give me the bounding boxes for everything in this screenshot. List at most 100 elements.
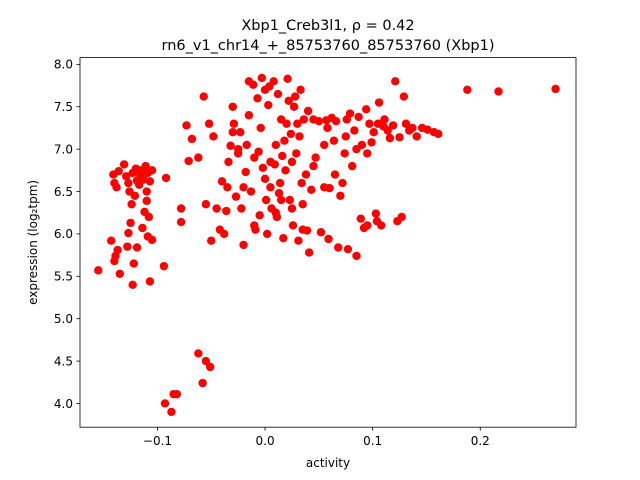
data-point bbox=[107, 236, 116, 245]
data-point bbox=[122, 172, 131, 181]
data-point bbox=[271, 208, 281, 217]
data-point bbox=[281, 166, 290, 175]
data-point bbox=[463, 85, 472, 95]
data-point bbox=[266, 183, 275, 192]
data-point bbox=[253, 94, 262, 103]
data-point bbox=[194, 349, 203, 358]
data-point bbox=[295, 132, 304, 141]
data-point bbox=[176, 204, 186, 213]
data-point bbox=[362, 105, 371, 114]
data-point bbox=[369, 128, 378, 137]
data-point bbox=[223, 183, 232, 192]
y-axis-ticks: 4.0 4.5 5.0 5.5 6.0 6.5 7.0 7.5 8.0 bbox=[54, 58, 80, 411]
data-point bbox=[285, 195, 294, 205]
data-point bbox=[329, 136, 339, 145]
data-point bbox=[147, 166, 157, 175]
data-point bbox=[348, 161, 357, 171]
data-point bbox=[222, 206, 231, 216]
axes-frame bbox=[79, 57, 577, 428]
data-point bbox=[239, 240, 248, 250]
data-point bbox=[334, 243, 343, 252]
data-point bbox=[123, 242, 132, 251]
data-point bbox=[204, 119, 214, 128]
data-point bbox=[184, 156, 193, 166]
data-point bbox=[255, 211, 264, 220]
data-point bbox=[282, 119, 291, 128]
x-axis-ticks: −0.1 0.0 0.1 0.2 bbox=[143, 427, 490, 448]
y-tick-label: 7.0 bbox=[54, 142, 73, 156]
y-tick-label: 4.5 bbox=[54, 354, 73, 368]
data-point bbox=[303, 106, 313, 116]
data-point bbox=[311, 153, 320, 162]
chart-title-line-2: rn6_v1_chr14_+_85753760_85753760 (Xbp1) bbox=[162, 38, 495, 54]
data-point bbox=[385, 133, 395, 143]
data-point bbox=[293, 119, 302, 128]
data-point bbox=[365, 119, 374, 128]
y-tick-label: 5.5 bbox=[54, 270, 73, 284]
y-tick-label: 7.5 bbox=[54, 100, 73, 114]
data-point bbox=[277, 195, 286, 205]
data-point bbox=[241, 167, 250, 177]
data-point bbox=[127, 200, 136, 209]
data-point bbox=[176, 217, 186, 227]
data-point bbox=[292, 149, 301, 158]
data-point bbox=[250, 153, 259, 162]
data-point bbox=[217, 177, 227, 186]
data-point bbox=[350, 126, 359, 135]
data-point bbox=[320, 140, 329, 150]
data-point bbox=[274, 189, 284, 198]
data-point bbox=[551, 84, 560, 94]
data-point bbox=[391, 77, 400, 86]
data-point bbox=[316, 228, 326, 237]
data-point bbox=[301, 170, 311, 179]
data-point bbox=[397, 212, 406, 222]
data-point bbox=[138, 223, 147, 233]
data-point bbox=[343, 244, 353, 254]
x-axis-label: activity bbox=[306, 456, 350, 470]
data-point bbox=[412, 132, 421, 141]
data-point bbox=[288, 221, 298, 230]
data-point bbox=[423, 125, 432, 134]
y-tick-label: 6.5 bbox=[54, 185, 73, 199]
data-point bbox=[280, 136, 289, 145]
data-point bbox=[229, 119, 239, 128]
data-point bbox=[284, 96, 293, 106]
data-point bbox=[231, 192, 241, 201]
data-point bbox=[212, 204, 221, 213]
data-point bbox=[354, 112, 363, 122]
data-point bbox=[401, 119, 411, 128]
y-tick-label: 5.0 bbox=[54, 312, 73, 326]
data-point bbox=[266, 157, 275, 167]
data-point bbox=[124, 178, 133, 188]
data-point bbox=[399, 92, 409, 101]
x-tick-label: 0.1 bbox=[363, 434, 382, 448]
data-point bbox=[182, 121, 191, 130]
data-point bbox=[279, 233, 288, 243]
data-point bbox=[226, 141, 235, 150]
data-point bbox=[257, 73, 267, 83]
data-point bbox=[297, 178, 306, 188]
data-point bbox=[298, 225, 307, 234]
data-point bbox=[172, 389, 182, 399]
data-point bbox=[307, 185, 316, 195]
x-tick-label: 0.0 bbox=[256, 434, 275, 448]
data-point bbox=[296, 85, 305, 95]
data-point bbox=[380, 115, 389, 124]
data-point bbox=[224, 157, 233, 167]
data-point bbox=[363, 221, 372, 230]
data-point bbox=[434, 129, 443, 139]
data-point bbox=[273, 89, 283, 99]
y-tick-label: 4.0 bbox=[54, 397, 73, 411]
data-point bbox=[290, 92, 300, 101]
data-point bbox=[395, 133, 404, 142]
data-point bbox=[287, 157, 297, 167]
data-point bbox=[264, 100, 273, 110]
data-point bbox=[371, 209, 381, 218]
data-point bbox=[374, 98, 384, 107]
x-tick-label: −0.1 bbox=[143, 434, 172, 448]
data-point bbox=[199, 92, 208, 101]
data-point bbox=[246, 187, 256, 196]
data-point bbox=[119, 160, 129, 169]
data-point bbox=[145, 277, 155, 286]
